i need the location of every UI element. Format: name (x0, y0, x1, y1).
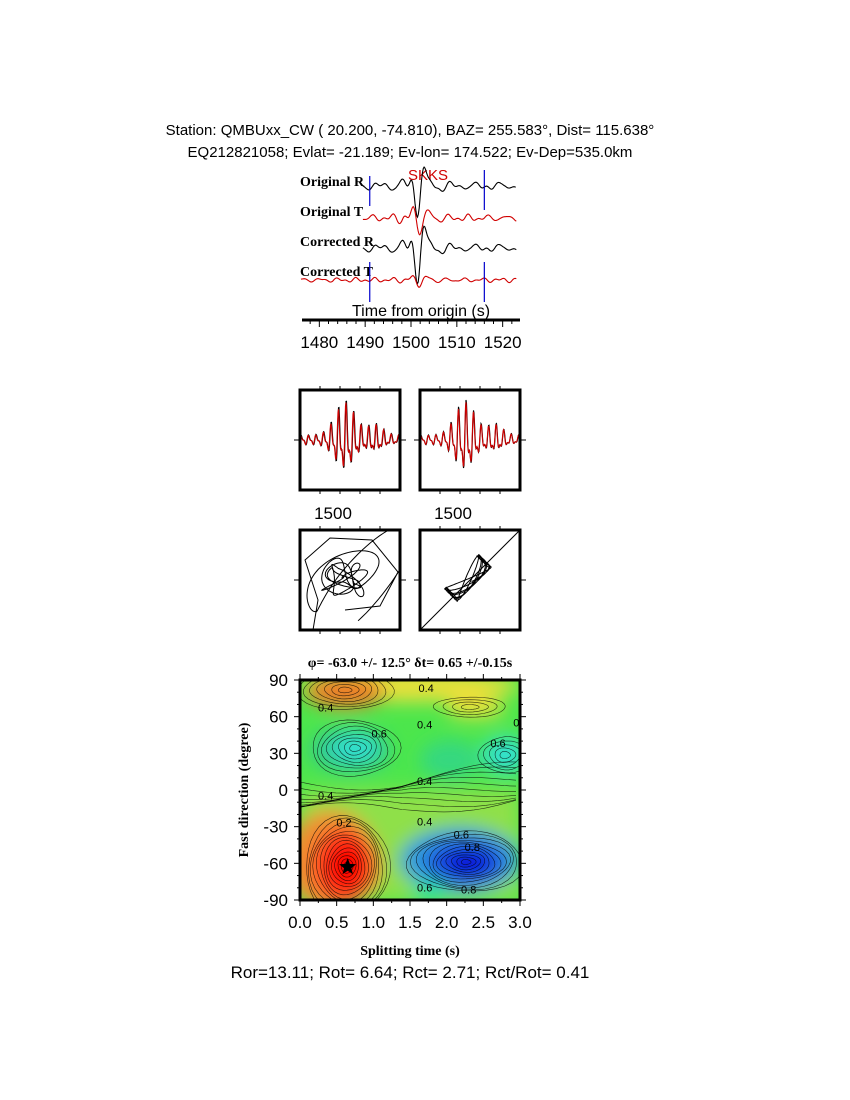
heatmap-ticks (294, 674, 526, 906)
waveform-x-tick-label: 1500 (392, 333, 430, 352)
station-line: Station: QMBUxx_CW ( 20.200, -74.810), B… (166, 122, 655, 139)
trace-label-corrected-r: Corrected R (300, 235, 375, 250)
footer-stats: Ror=13.11; Rot= 6.64; Rct= 2.71; Rct/Rot… (231, 963, 590, 982)
waveform-x-tick-label: 1510 (438, 333, 476, 352)
trace-label-corrected-t: Corrected T (300, 265, 374, 280)
heatmap-x-axis-label: Splitting time (s) (360, 944, 460, 959)
pm1-xtick-label: 1500 (314, 504, 352, 523)
contour-label: 0.4 (318, 791, 333, 803)
heatmap-y-tick-label: -30 (263, 818, 288, 837)
heatmap-y-axis-label: Fast direction (degree) (237, 722, 252, 857)
heatmap-x-tick-label: 1.5 (398, 913, 422, 932)
heatmap-x-tick-label: 2.5 (472, 913, 496, 932)
heatmap-y-tick-label: 60 (269, 708, 288, 727)
contour-label: 0.4 (417, 776, 432, 788)
waveform-corrected-t (300, 275, 517, 288)
waveform-original-r (360, 166, 516, 219)
pm1-waveform-red (300, 402, 400, 467)
pm2-xtick-label: 1500 (434, 504, 472, 523)
heatmap-field: 0.40.60.40.40.40.2 0.40.60.80.80.60.60.40 (300, 680, 520, 900)
best-fit-star-icon (339, 858, 357, 875)
heatmap-y-tick-label: 0 (279, 781, 288, 800)
waveform-x-tick-label: 1480 (300, 333, 338, 352)
heatmap-y-tick-label: -90 (263, 891, 288, 910)
event-line: EQ212821058; Evlat= -21.189; Ev-lon= 174… (188, 144, 633, 161)
waveform-x-tick-label: 1490 (346, 333, 384, 352)
heatmap-title: φ= -63.0 +/- 12.5° δt= 0.65 +/-0.15s (308, 656, 513, 671)
contour-label: 0.4 (418, 683, 433, 695)
particle-motion-reference-line (420, 530, 520, 630)
heatmap-tick-labels: 0.0 0.5 1.0 1.5 2.0 2.5 3.0 90 60 30 0 -30 -60 -90 (263, 671, 531, 932)
contour-label: 0.6 (454, 830, 469, 842)
particle-motion-panel (298, 528, 522, 632)
contour-label: 0.2 (336, 818, 351, 830)
heatmap-x-tick-label: 3.0 (508, 913, 532, 932)
heatmap-y-tick-label: -60 (263, 854, 288, 873)
waveform-x-axis-label: Time from origin (s) (352, 303, 490, 320)
contour-label: 0.6 (372, 728, 387, 740)
heatmap-x-tick-label: 2.0 (435, 913, 459, 932)
trace-label-original-t: Original T (300, 205, 364, 220)
heatmap-y-tick-label: 30 (269, 744, 288, 763)
contour-label: 0.8 (461, 885, 476, 897)
heatmap-x-tick-label: 1.0 (362, 913, 386, 932)
pm-waveform-panel: 1500 1500 (294, 386, 526, 634)
contour-label: 0.8 (465, 842, 480, 854)
contour-labels: 0.40.60.40.40.40.2 0.40.60.80.80.60.60.40 (318, 683, 519, 897)
contour-label: 0.6 (417, 882, 432, 894)
particle-motion-corrected (444, 554, 492, 602)
trace-label-original-r: Original R (300, 175, 365, 190)
heatmap-x-tick-label: 0.5 (325, 913, 349, 932)
contour-label: 0.4 (417, 720, 432, 732)
waveform-corrected-r (362, 225, 517, 286)
contour-lines (300, 680, 520, 900)
contour-label: 0 (513, 717, 519, 729)
pp1-frame (298, 528, 402, 632)
contour-label: 0.4 (417, 816, 432, 828)
particle-motion-original (304, 530, 400, 630)
waveform-panel: SKKS Original R Original T Corrected R C… (300, 166, 522, 352)
waveform-original-t (362, 205, 517, 236)
contour-label: 0.6 (490, 738, 505, 750)
heatmap-y-tick-label: 90 (269, 671, 288, 690)
energy-heatmap-panel: φ= -63.0 +/- 12.5° δt= 0.65 +/-0.15s (237, 656, 532, 959)
pm2-waveform-red (420, 402, 520, 467)
waveform-x-ticks: 1480 1490 1500 1510 1520 (300, 320, 522, 352)
waveform-x-tick-label: 1520 (484, 333, 522, 352)
pp2-frame (418, 528, 522, 632)
contour-label: 0.4 (318, 703, 333, 715)
heatmap-x-tick-label: 0.0 (288, 913, 312, 932)
